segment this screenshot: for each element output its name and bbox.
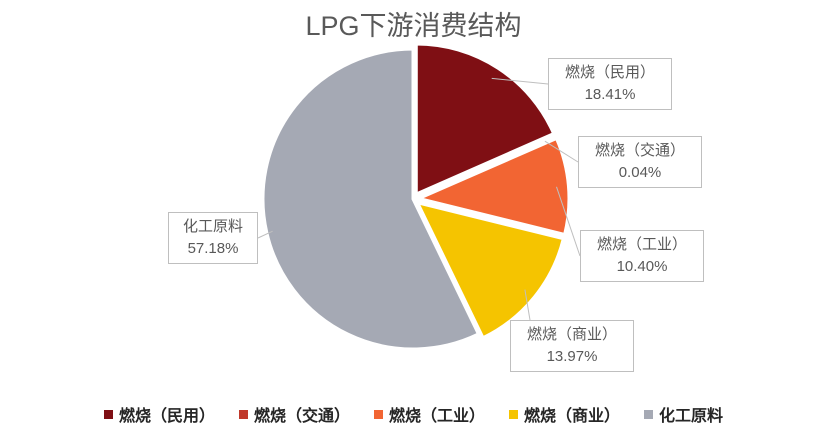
legend-label: 燃烧（民用）	[118, 408, 215, 425]
pie-slice-transport	[417, 134, 558, 198]
pie-slice-industrial	[414, 136, 571, 237]
data-label-commercial: 燃烧（商业） 13.97%	[510, 320, 634, 372]
legend-item-industrial: 燃烧（工业）	[373, 402, 485, 426]
legend-swatch	[509, 409, 518, 419]
legend-label: 燃烧（商业）	[524, 408, 621, 425]
legend-label: 燃烧（交通）	[253, 408, 350, 425]
legend: 燃烧（民用） 燃烧（交通） 燃烧（工业） 燃烧（商业） 化工原料	[0, 402, 827, 426]
leader-line-chemical	[257, 230, 273, 239]
legend-item-chemical: 化工原料	[644, 402, 723, 426]
chart-title: LPG下游消费结构	[305, 11, 522, 41]
data-label-transport: 燃烧（交通） 0.04%	[578, 136, 702, 188]
leader-line-industrial	[556, 186, 581, 257]
data-label-residential: 燃烧（民用） 18.41%	[548, 58, 672, 110]
legend-swatch	[373, 409, 383, 419]
pie-slice-chemical	[261, 47, 481, 351]
legend-label: 燃烧（工业）	[388, 408, 485, 425]
data-label-chemical: 化工原料 57.18%	[168, 212, 258, 264]
data-label-industrial: 燃烧（工业） 10.40%	[580, 230, 704, 282]
legend-swatch	[103, 409, 113, 419]
leader-line-transport	[544, 140, 579, 163]
legend-item-commercial: 燃烧（商业）	[509, 402, 620, 426]
legend-item-residential: 燃烧（民用）	[103, 402, 215, 426]
leader-line-commercial	[524, 289, 531, 321]
leader-line-residential	[491, 77, 549, 85]
legend-item-transport: 燃烧（交通）	[238, 402, 350, 426]
legend-swatch	[238, 409, 248, 419]
legend-label: 化工原料	[659, 408, 724, 425]
pie-slice-residential	[414, 42, 556, 197]
legend-swatch	[644, 409, 654, 419]
